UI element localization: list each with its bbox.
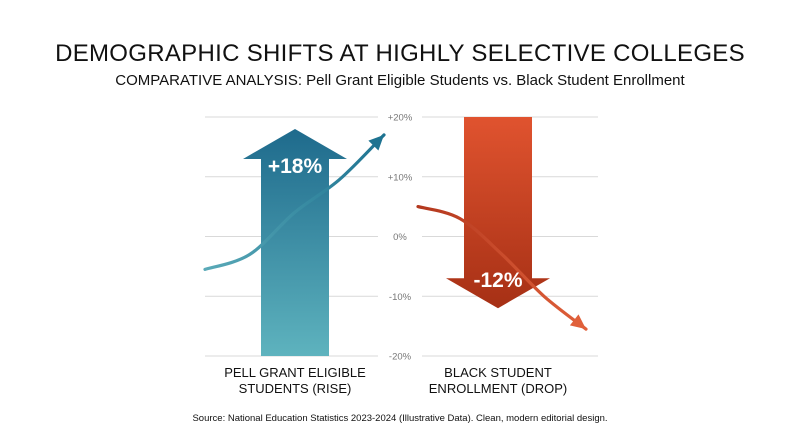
subtitle-text: Pell Grant Eligible Students vs. Black S… [306,72,685,89]
subtitle-prefix: COMPARATIVE ANALYSIS: [115,72,302,89]
trend-arrowhead-rise [368,134,384,151]
source-note: Source: National Education Statistics 20… [192,413,608,424]
bar-value-label: +18% [268,155,323,178]
y-tick-label: 0% [393,232,407,243]
y-tick-label: -10% [389,292,412,303]
chart-title: DEMOGRAPHIC SHIFTS AT HIGHLY SELECTIVE C… [55,40,745,67]
bar-arrows [243,117,550,356]
bar-arrow-drop [446,117,550,309]
trend-curves [203,133,588,331]
chart-subtitle: COMPARATIVE ANALYSIS: Pell Grant Eligibl… [0,72,800,89]
trend-arrowhead-drop [569,314,586,330]
category-label-pell: PELL GRANT ELIGIBLE STUDENTS (RISE) [224,365,366,396]
y-tick-label: +10% [388,172,413,183]
bar-value-label: -12% [473,269,522,292]
category-label-black-enrollment: BLACK STUDENT ENROLLMENT (DROP) [428,365,568,396]
bar-arrow-rise [243,128,347,356]
y-axis-ticks: +20% +10% 0% -10% -20% [388,113,413,363]
value-labels: +18% -12% [268,155,523,292]
y-tick-label: -20% [389,352,412,363]
trend-curve-drop [416,205,588,331]
y-tick-label: +20% [388,113,413,124]
trend-curve-rise [203,133,386,271]
